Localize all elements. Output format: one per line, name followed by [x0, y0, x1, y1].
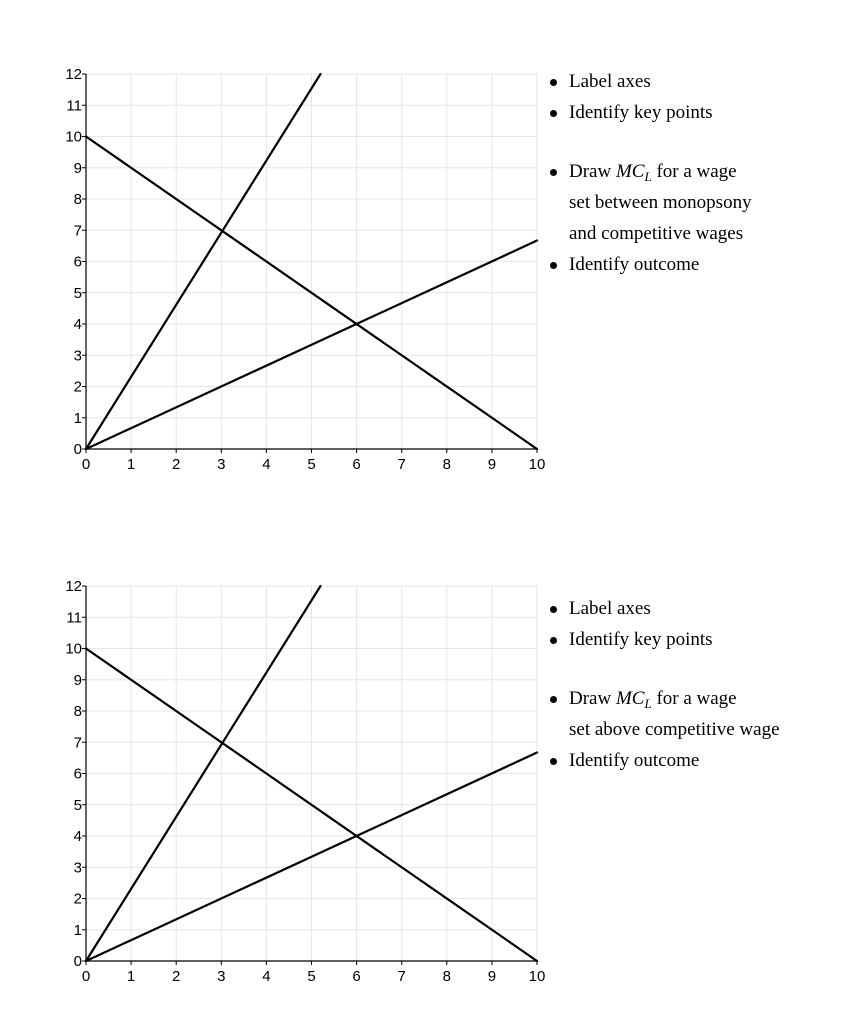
y-tick-label: 6: [74, 766, 82, 783]
grid: [86, 73, 538, 449]
y-tick-label: 0: [74, 953, 82, 970]
y-tick-label: 4: [74, 828, 82, 845]
x-tick-label: 0: [82, 456, 90, 473]
x-tick-label: 10: [529, 456, 546, 473]
series-line-0: [84, 647, 539, 963]
y-tick-label: 9: [74, 672, 82, 689]
x-tick-label: 5: [307, 456, 315, 473]
y-tick-label: 4: [74, 316, 82, 333]
series-line-2: [84, 239, 539, 451]
bullet-identify-key-points: Identify key points: [549, 97, 752, 128]
x-tick-label: 6: [352, 968, 360, 985]
y-tick-label: 6: [74, 254, 82, 271]
bullet-draw-mcl: Draw MCL for a wage set above competitive…: [549, 683, 780, 745]
y-tick-label: 11: [66, 609, 82, 626]
y-tick-label: 3: [74, 859, 82, 876]
y-tick-label: 1: [74, 410, 82, 427]
bullet-identify-key-points: Identify key points: [549, 624, 780, 655]
instructions-top: Label axes Identify key points Draw MCL …: [549, 66, 752, 280]
y-tick-label: 5: [74, 797, 82, 814]
y-tick-label: 7: [74, 222, 82, 239]
y-tick-label: 7: [74, 734, 82, 751]
y-tick-label: 10: [65, 641, 82, 658]
x-tick-label: 5: [307, 968, 315, 985]
x-tick-label: 9: [488, 456, 496, 473]
x-tick-label: 7: [398, 968, 406, 985]
series-line-1: [84, 584, 322, 963]
bullet-identify-outcome: Identify outcome: [549, 249, 752, 280]
bullet-draw-mcl: Draw MCL for a wage set between monopsony…: [549, 156, 752, 249]
y-tick-label: 5: [74, 285, 82, 302]
x-tick-label: 4: [262, 456, 270, 473]
series-line-1: [84, 72, 322, 451]
series-lines: [84, 72, 539, 451]
x-tick-label: 8: [443, 456, 451, 473]
x-tick-label: 3: [217, 968, 225, 985]
grid: [86, 585, 538, 961]
instructions-bottom: Label axes Identify key points Draw MCL …: [549, 593, 780, 776]
y-tick-label: 12: [65, 66, 82, 83]
x-tick-label: 9: [488, 968, 496, 985]
y-tick-label: 0: [74, 441, 82, 458]
y-tick-label: 11: [66, 97, 82, 114]
x-tick-label: 4: [262, 968, 270, 985]
x-tick-label: 0: [82, 968, 90, 985]
y-tick-label: 8: [74, 191, 82, 208]
series-line-2: [84, 751, 539, 963]
y-tick-label: 10: [65, 129, 82, 146]
x-tick-label: 7: [398, 456, 406, 473]
x-tick-label: 6: [352, 456, 360, 473]
x-tick-label: 1: [127, 456, 135, 473]
series-lines: [84, 584, 539, 963]
bullet-label-axes: Label axes: [549, 593, 780, 624]
y-tick-label: 3: [74, 347, 82, 364]
x-tick-label: 3: [217, 456, 225, 473]
series-line-0: [84, 135, 539, 451]
bullet-label-axes: Label axes: [549, 66, 752, 97]
y-tick-label: 9: [74, 160, 82, 177]
x-tick-label: 8: [443, 968, 451, 985]
x-tick-label: 2: [172, 456, 180, 473]
x-tick-label: 1: [127, 968, 135, 985]
y-tick-label: 12: [65, 578, 82, 595]
y-tick-label: 2: [74, 379, 82, 396]
y-tick-label: 2: [74, 891, 82, 908]
y-tick-label: 8: [74, 703, 82, 720]
x-tick-label: 2: [172, 968, 180, 985]
bullet-identify-outcome: Identify outcome: [549, 745, 780, 776]
x-tick-label: 10: [529, 968, 546, 985]
y-tick-label: 1: [74, 922, 82, 939]
